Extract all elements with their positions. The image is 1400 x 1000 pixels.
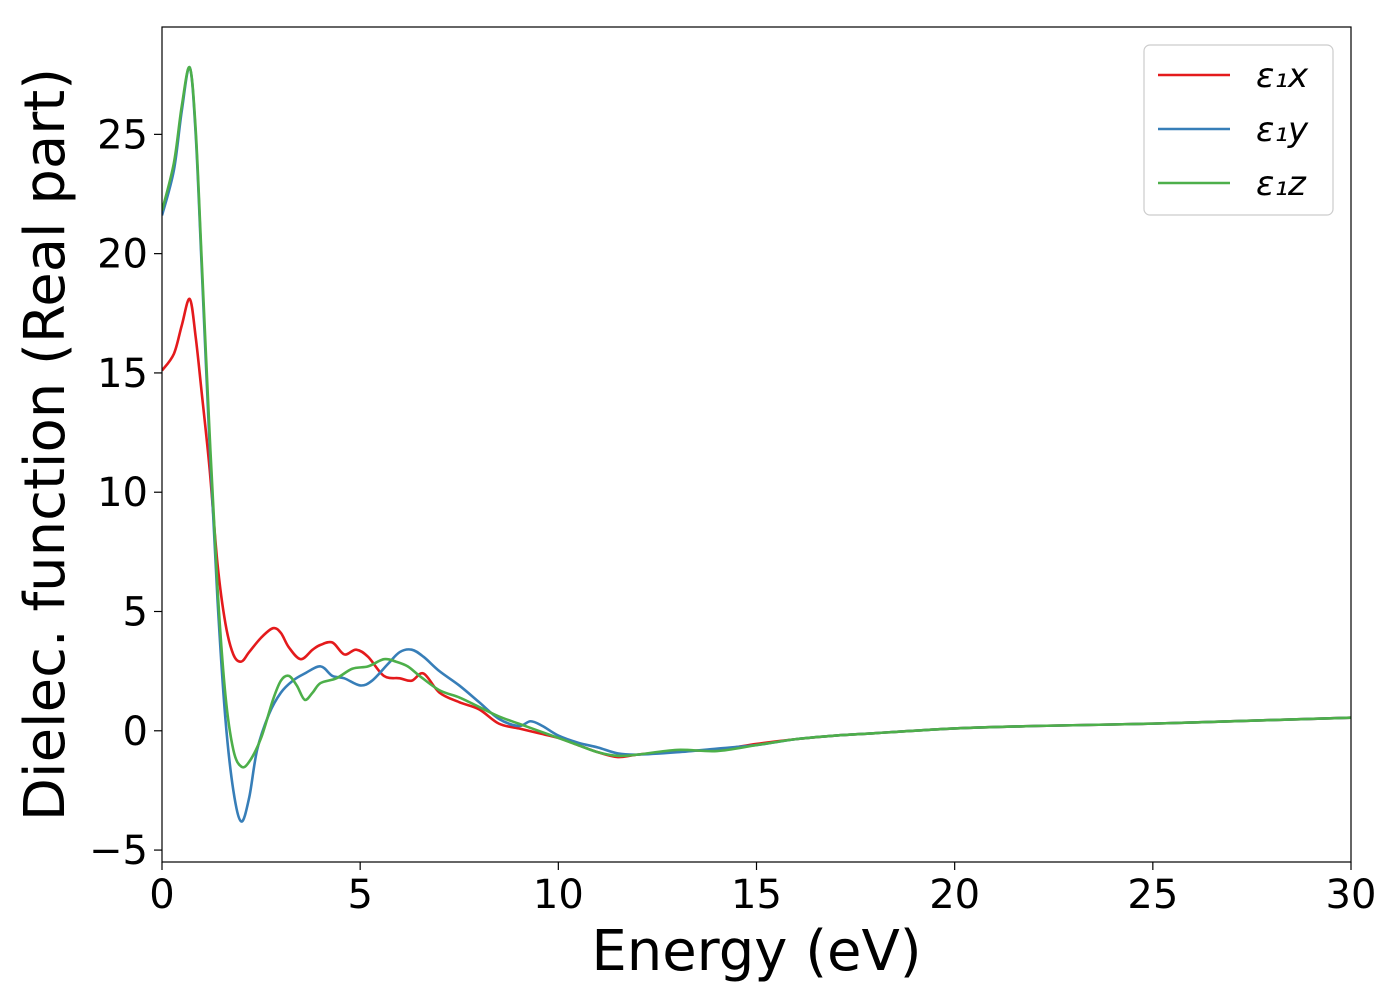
series-line-3 [162, 66, 1351, 769]
plot-frame [161, 26, 1352, 863]
legend-label: ε₁x [1256, 56, 1309, 96]
x-tick-label: 0 [149, 872, 174, 918]
x-tick-label: 30 [1326, 872, 1377, 918]
legend: ε₁x ε₁y ε₁z [1143, 44, 1334, 216]
y-tick-label: 25 [97, 112, 148, 158]
x-tick-label: 5 [347, 872, 372, 918]
y-tick-label: 0 [123, 709, 148, 755]
x-tick-label: 10 [533, 872, 584, 918]
y-tick-label: 10 [97, 470, 148, 516]
x-tick-label: 25 [1127, 872, 1178, 918]
y-tick-label: 20 [97, 232, 148, 278]
y-axis-label: Dielec. function (Real part) [13, 68, 78, 821]
legend-label: ε₁z [1256, 164, 1307, 204]
legend-label: ε₁y [1256, 110, 1309, 150]
series-layer [162, 66, 1351, 823]
series-line-1 [162, 297, 1351, 759]
x-tick-label: 15 [731, 872, 782, 918]
y-tick-label: 15 [97, 351, 148, 397]
y-tick-label: 5 [123, 590, 148, 636]
legend-box [1143, 44, 1334, 216]
y-tick-label: −5 [89, 828, 148, 874]
x-axis-label: Energy (eV) [591, 919, 921, 984]
x-tick-label: 20 [929, 872, 980, 918]
